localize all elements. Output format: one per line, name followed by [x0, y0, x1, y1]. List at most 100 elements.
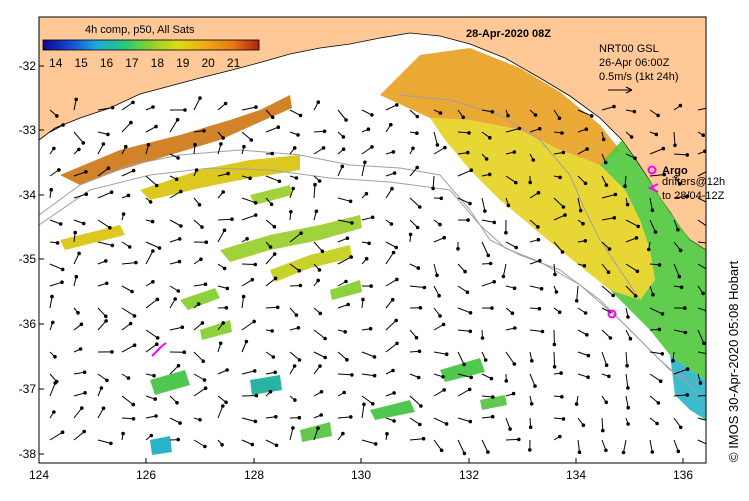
- current-arrow-head: [318, 269, 321, 272]
- current-arrow-head: [177, 157, 180, 160]
- y-tick-label: -35: [19, 252, 37, 266]
- current-arrow-head: [710, 353, 713, 356]
- current-arrow-head: [457, 248, 460, 251]
- current-arrow-head: [111, 106, 114, 109]
- current-arrow-head: [111, 351, 114, 354]
- current-arrow-head: [320, 391, 323, 394]
- current-arrow-head: [416, 226, 419, 229]
- current-arrow-head: [345, 119, 348, 122]
- current-arrow-head: [205, 241, 208, 244]
- current-arrow-head: [677, 228, 680, 231]
- current-arrow-head: [487, 254, 490, 257]
- current-arrow: [554, 352, 555, 367]
- current-arrow-head: [538, 127, 541, 130]
- current-arrow-head: [317, 279, 320, 282]
- current-arrow-head: [412, 147, 415, 150]
- current-arrow-head: [180, 190, 183, 193]
- current-arrow-head: [105, 260, 108, 263]
- current-arrow-head: [481, 337, 484, 340]
- current-arrow-head: [199, 419, 202, 422]
- current-arrow-head: [135, 261, 138, 264]
- current-arrow-head: [512, 392, 515, 395]
- current-arrow-head: [322, 147, 325, 150]
- current-arrow-head: [432, 187, 435, 190]
- current-arrow-head: [246, 238, 249, 241]
- current-arrow-head: [529, 449, 532, 452]
- current-arrow-head: [440, 197, 443, 200]
- current-arrow-head: [422, 437, 425, 440]
- current-arrow-head: [637, 225, 640, 228]
- current-arrow-head: [395, 319, 398, 322]
- colorbar-tick-label: 20: [201, 56, 215, 70]
- current-arrow-head: [626, 364, 629, 367]
- current-arrow-head: [679, 426, 682, 429]
- current-arrow-head: [342, 136, 345, 139]
- current-arrow-head: [370, 285, 373, 288]
- current-arrow-head: [111, 244, 114, 247]
- current-arrow-head: [347, 303, 350, 306]
- current-arrow-head: [155, 184, 158, 187]
- current-arrow-head: [678, 275, 681, 278]
- current-arrow-head: [518, 438, 521, 441]
- current-arrow-head: [367, 128, 370, 131]
- current-arrow-head: [83, 371, 86, 374]
- current-arrow-head: [629, 337, 632, 340]
- current-arrow-head: [470, 169, 473, 172]
- current-arrow-head: [396, 104, 399, 107]
- current-arrow-head: [560, 372, 563, 375]
- current-arrow-head: [657, 114, 660, 117]
- current-arrow-head: [320, 414, 323, 417]
- current-arrow-head: [575, 300, 578, 303]
- current-arrow-head: [484, 210, 487, 213]
- y-tick-label: -37: [19, 382, 37, 396]
- current-arrow-head: [255, 106, 258, 109]
- current-arrow-head: [249, 177, 252, 180]
- current-arrow-head: [469, 420, 472, 423]
- current-arrow-head: [511, 312, 514, 315]
- current-arrow-head: [54, 382, 57, 385]
- current-arrow-head: [439, 112, 442, 115]
- current-arrow-head: [225, 307, 228, 310]
- current-arrow-head: [468, 132, 471, 135]
- current-arrow-head: [485, 158, 488, 161]
- current-arrow-head: [439, 223, 442, 226]
- current-arrow-head: [539, 259, 542, 262]
- x-tick-label: 126: [136, 468, 156, 482]
- current-arrow-head: [156, 337, 159, 340]
- current-arrow-head: [537, 226, 540, 229]
- current-arrow-head: [396, 278, 399, 281]
- current-arrow-head: [609, 337, 612, 340]
- current-arrow-head: [220, 143, 223, 146]
- current-arrow-head: [317, 427, 320, 430]
- current-arrow-head: [659, 380, 662, 383]
- current-arrow-head: [392, 369, 395, 372]
- current-arrow-head: [350, 416, 353, 419]
- current-arrow-head: [656, 422, 659, 425]
- current-arrow-head: [319, 312, 322, 315]
- current-arrow-head: [602, 138, 605, 141]
- current-arrow-head: [531, 360, 534, 363]
- current-arrow-head: [53, 147, 56, 150]
- current-arrow-head: [155, 125, 158, 128]
- current-arrow-head: [489, 262, 492, 265]
- current-arrow-head: [156, 343, 159, 346]
- current-arrow-head: [537, 238, 540, 241]
- current-arrow-head: [518, 127, 521, 130]
- current-arrow-head: [626, 203, 629, 206]
- current-arrow-head: [489, 136, 492, 139]
- current-arrow-head: [561, 396, 564, 399]
- current-arrow-head: [194, 143, 197, 146]
- x-tick-label: 128: [244, 468, 264, 482]
- current-arrow-head: [513, 363, 516, 366]
- current-arrow-head: [83, 430, 86, 433]
- current-arrow-head: [226, 287, 229, 290]
- colorbar-tick-label: 16: [100, 56, 114, 70]
- current-arrow-head: [110, 191, 113, 194]
- current-arrow-head: [605, 449, 608, 452]
- current-arrow-head: [391, 298, 394, 301]
- current-arrow-head: [58, 169, 61, 172]
- colorbar-tick-label: 21: [227, 56, 241, 70]
- current-arrow-head: [269, 390, 272, 393]
- drifters-legend-line1: drifters@12h: [662, 176, 725, 188]
- current-arrow-head: [655, 133, 658, 136]
